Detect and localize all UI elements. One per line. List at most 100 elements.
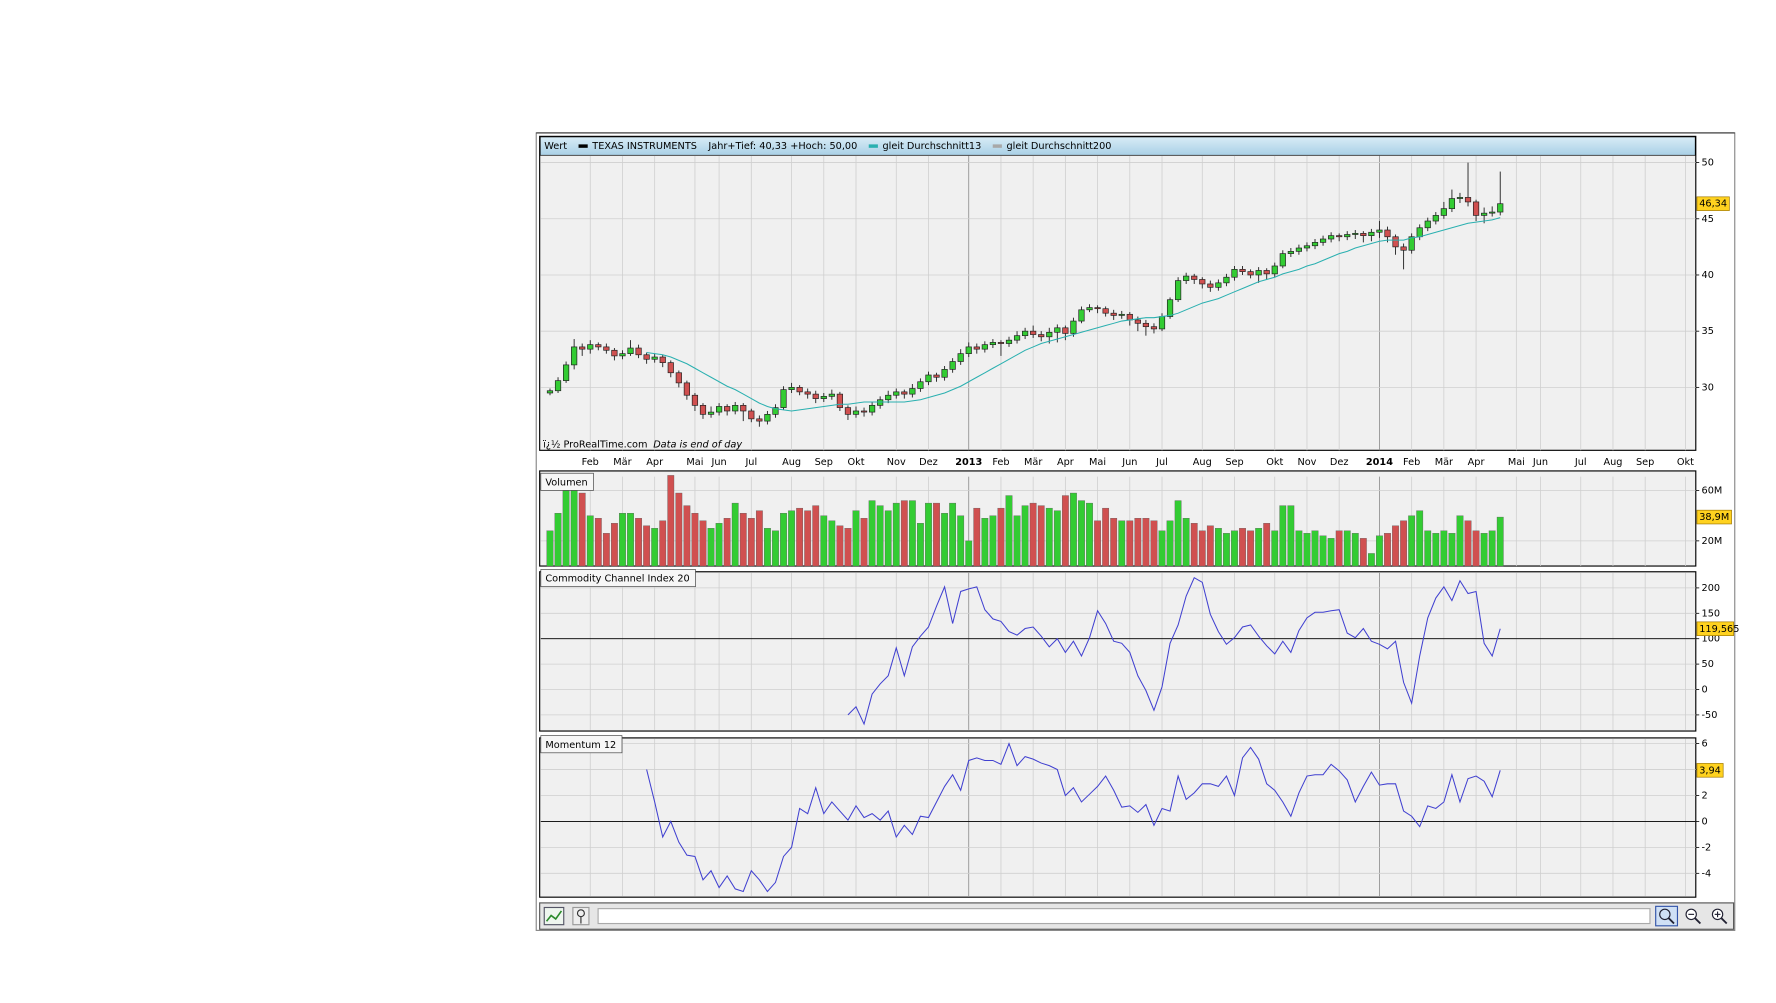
candle-body xyxy=(981,344,988,350)
volume-bar xyxy=(1496,516,1504,567)
last-value-label: 119,565 xyxy=(1699,624,1739,635)
volume-bar xyxy=(1190,523,1198,567)
volume-bar xyxy=(997,507,1005,567)
volume-bar xyxy=(1021,505,1029,567)
candle-body xyxy=(1215,282,1222,288)
candle-body xyxy=(651,356,658,360)
candle-body xyxy=(1408,236,1415,251)
volume-bar xyxy=(917,523,924,567)
volume-bar xyxy=(1392,525,1399,567)
candle-body xyxy=(909,388,916,395)
volume-bar xyxy=(731,502,739,567)
volume-bar xyxy=(933,502,940,567)
volume-bar xyxy=(1416,510,1424,567)
volume-bar xyxy=(586,515,594,567)
candle-body xyxy=(643,354,650,360)
candle-body xyxy=(1191,275,1198,280)
candle-body xyxy=(716,406,723,413)
volume-bar xyxy=(941,512,948,567)
candle-body xyxy=(1078,309,1085,322)
x-tick-label: Apr xyxy=(1057,457,1074,468)
volume-bar xyxy=(554,512,562,567)
candle-body xyxy=(740,405,747,412)
volume-bar xyxy=(1343,530,1351,567)
candle-body xyxy=(603,346,610,351)
candle-body xyxy=(756,418,763,422)
volume-bar xyxy=(836,525,844,567)
candle-body xyxy=(1142,322,1149,328)
candle-body xyxy=(1295,247,1303,252)
command-input[interactable] xyxy=(597,908,1651,925)
x-tick-label: Apr xyxy=(1468,457,1485,468)
candle-body xyxy=(562,364,570,381)
volume-bar xyxy=(1464,520,1472,567)
volume-bar xyxy=(675,492,683,567)
legend-swatch xyxy=(578,144,588,148)
candle-body xyxy=(1046,331,1053,338)
candle-body xyxy=(1311,242,1319,247)
candle-body xyxy=(659,356,666,363)
x-tick-label: Mai xyxy=(1089,457,1106,468)
candle-body xyxy=(1319,238,1327,243)
candle-body xyxy=(1287,251,1294,254)
volume-bar xyxy=(594,518,602,567)
candle-body xyxy=(877,399,884,406)
candle-body xyxy=(1062,327,1069,334)
volume-bar xyxy=(981,518,989,567)
volume-bar xyxy=(844,528,852,567)
x-tick-label: Jul xyxy=(744,457,757,468)
candle-body xyxy=(1086,307,1093,311)
x-tick-label: Dez xyxy=(919,457,938,468)
x-tick-label: Okt xyxy=(1266,457,1283,468)
candle-body xyxy=(1384,229,1391,238)
legend-header: Wert xyxy=(544,141,567,152)
candle-body xyxy=(611,349,618,357)
candle-body xyxy=(1231,269,1238,278)
volume-bar xyxy=(1182,518,1190,567)
volume-bar xyxy=(1053,510,1061,567)
volume-bar xyxy=(1440,530,1448,567)
x-tick-label: Sep xyxy=(1225,457,1243,468)
candle-body xyxy=(1352,233,1359,235)
zoom-out-button[interactable] xyxy=(1685,908,1702,925)
candle-body xyxy=(1134,319,1141,324)
volume-bar xyxy=(1110,518,1118,567)
candle-body xyxy=(1336,235,1343,238)
y-tick-label: 200 xyxy=(1702,583,1721,594)
add-indicator-button[interactable] xyxy=(543,906,565,926)
volume-bar xyxy=(707,528,715,567)
zoom-in-button[interactable] xyxy=(1711,908,1728,925)
y-tick-label: 50 xyxy=(1702,158,1714,169)
settings-button[interactable] xyxy=(572,906,590,926)
candle-body xyxy=(732,405,739,412)
candle-body xyxy=(699,405,707,415)
candle-body xyxy=(893,391,900,396)
volume-bar xyxy=(900,500,908,567)
candle-body xyxy=(546,390,554,394)
y-tick-label: 50 xyxy=(1702,659,1714,670)
volume-bar xyxy=(651,528,659,567)
y-tick-label: 150 xyxy=(1702,608,1721,619)
y-tick-label: 0 xyxy=(1702,816,1708,827)
volume-bar xyxy=(868,500,876,567)
legend-entry: gleit Durchschnitt13 xyxy=(882,141,981,152)
y-tick-label: 20M xyxy=(1702,536,1723,547)
panel-title: Commodity Channel Index 20 xyxy=(545,574,689,585)
volume-bar xyxy=(1480,533,1488,567)
watermark: ï¿½ ProRealTime.com xyxy=(542,439,647,451)
y-tick-label: 6 xyxy=(1702,739,1708,750)
last-value-label: 3,94 xyxy=(1699,765,1721,776)
candle-body xyxy=(788,387,795,390)
volume-bar xyxy=(820,515,828,567)
volume-bar xyxy=(619,512,626,567)
volume-bar xyxy=(1070,492,1077,567)
volume-bar xyxy=(1247,530,1254,567)
volume-bar xyxy=(925,502,932,567)
last-value-label: 38,9M xyxy=(1699,512,1729,523)
price-legend-bar xyxy=(539,136,1696,156)
candle-body xyxy=(1038,334,1045,338)
zoom-select-button[interactable] xyxy=(1655,905,1679,927)
candle-body xyxy=(1110,312,1117,316)
volume-bar xyxy=(1255,528,1263,567)
